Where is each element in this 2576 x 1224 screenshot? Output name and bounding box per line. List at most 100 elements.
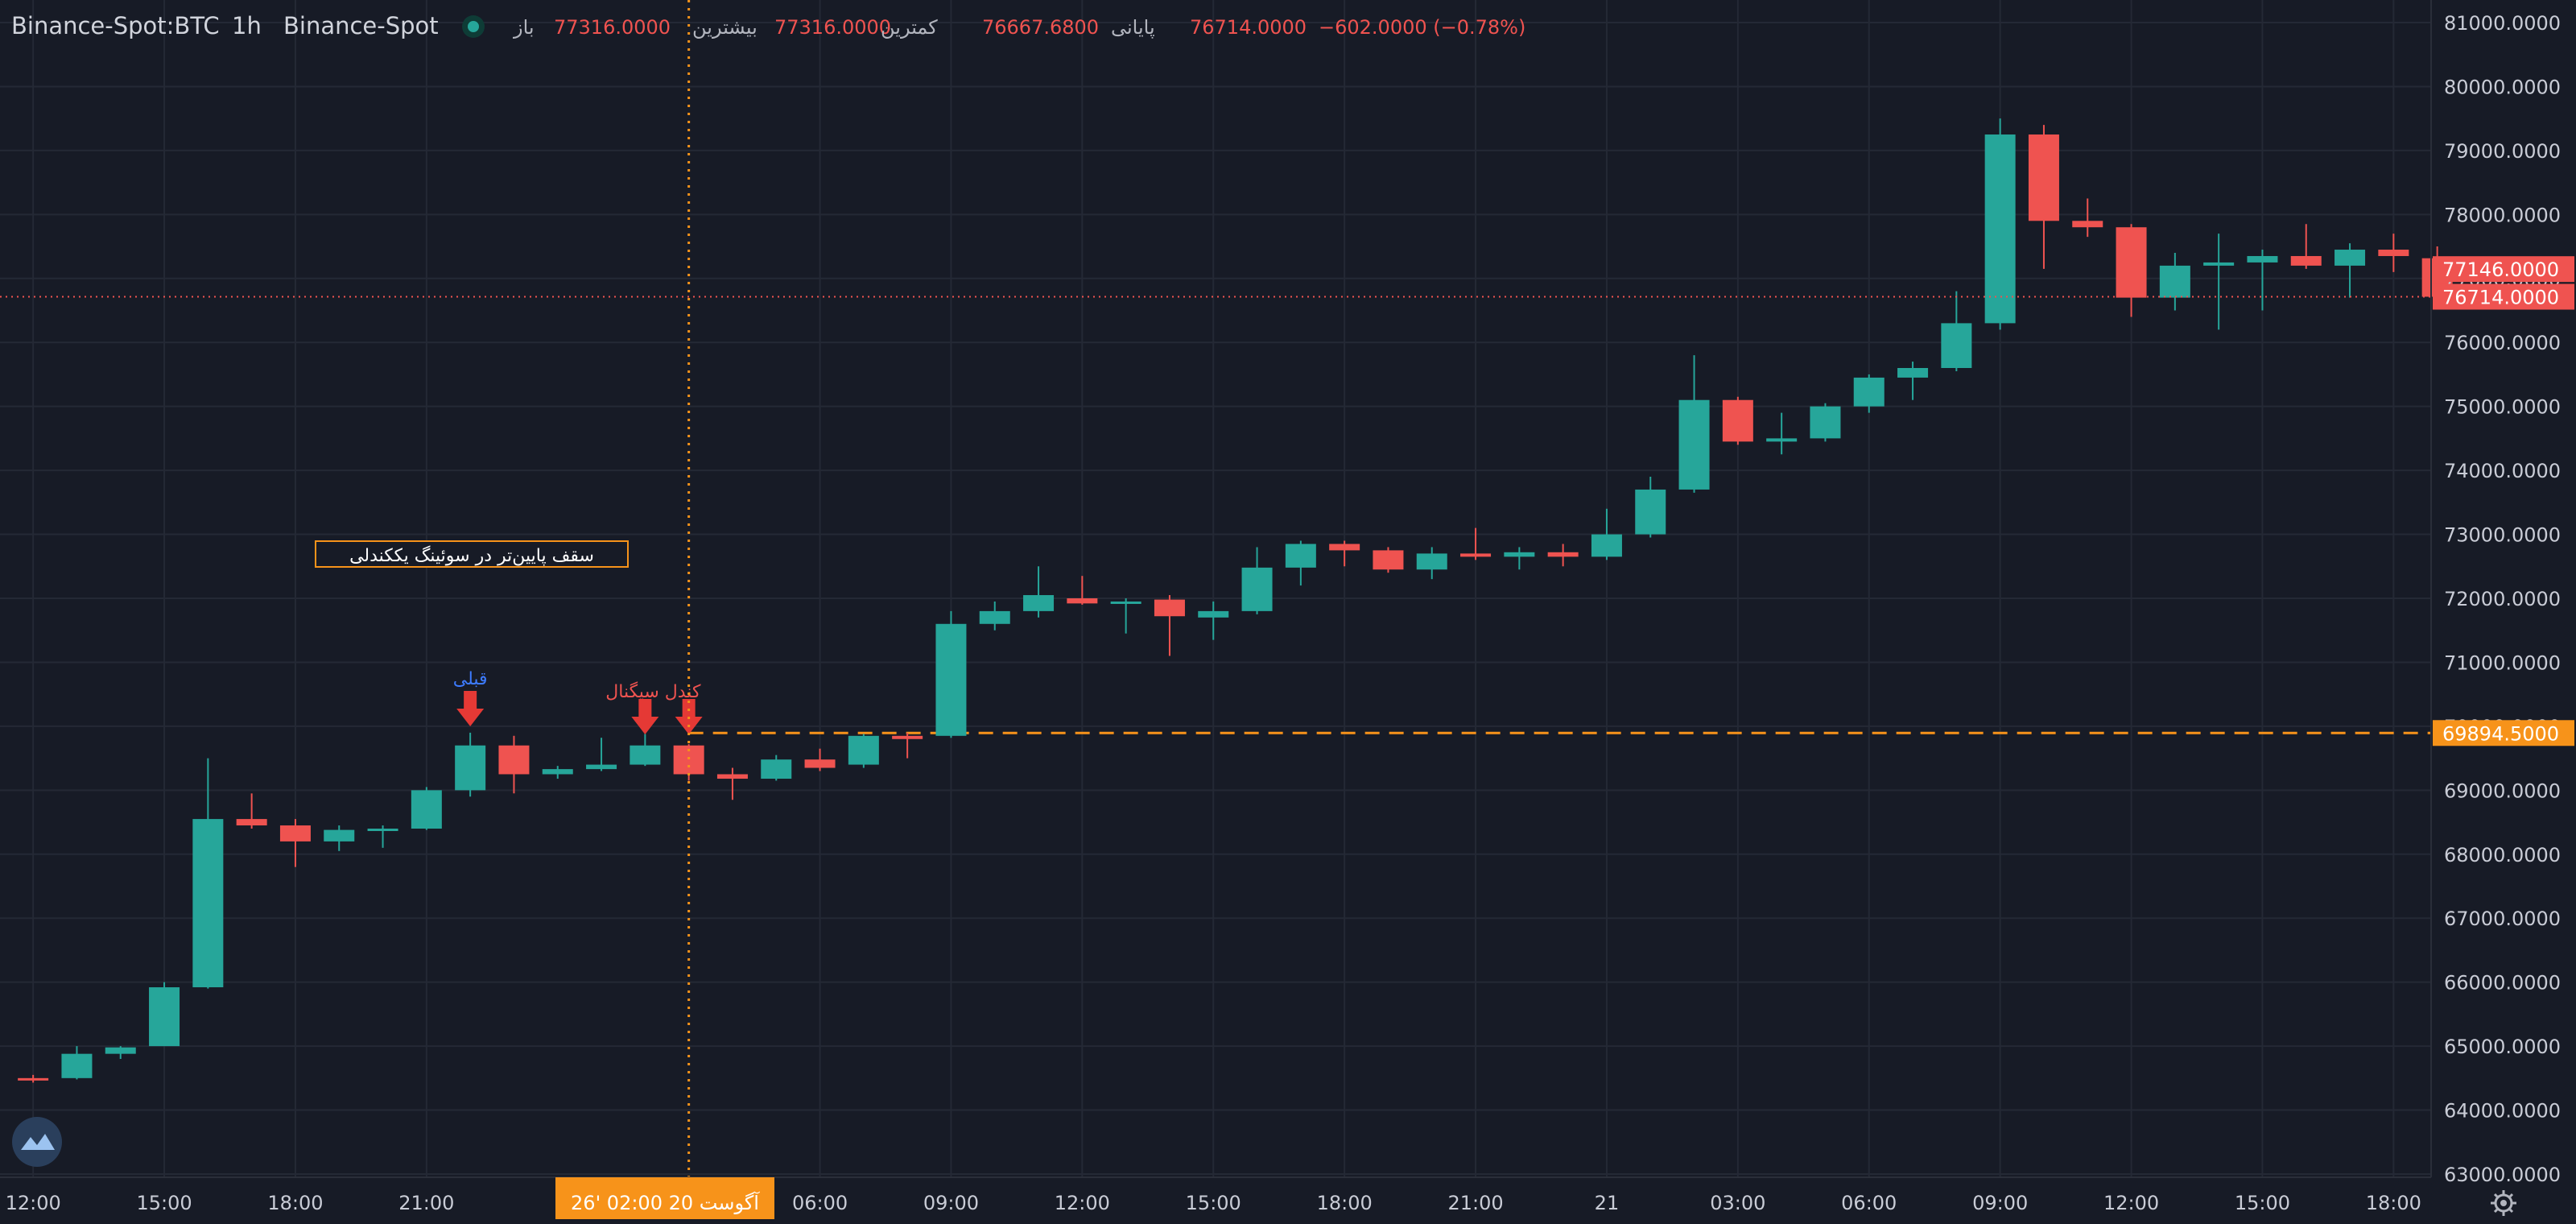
- candles[interactable]: [18, 118, 2453, 1083]
- candle[interactable]: [1547, 544, 1579, 567]
- candle[interactable]: [1504, 547, 1535, 570]
- candle[interactable]: [455, 732, 486, 797]
- candle[interactable]: [1722, 396, 1753, 445]
- candle[interactable]: [1373, 547, 1404, 573]
- candle[interactable]: [192, 758, 224, 989]
- candle[interactable]: [1023, 566, 1055, 618]
- candle[interactable]: [848, 734, 879, 768]
- candle[interactable]: [2072, 198, 2103, 238]
- cloud-icon[interactable]: [12, 1117, 62, 1167]
- candle[interactable]: [367, 825, 398, 848]
- candle[interactable]: [1110, 598, 1141, 634]
- candle[interactable]: [1591, 508, 1622, 560]
- interval-label[interactable]: 1h: [232, 12, 262, 39]
- candle-body: [411, 790, 442, 829]
- candle-body: [630, 745, 661, 765]
- candle[interactable]: [236, 793, 267, 829]
- candle[interactable]: [630, 734, 661, 767]
- candle[interactable]: [1241, 547, 1273, 614]
- price-tick-label: 66000.0000: [2444, 972, 2561, 994]
- candle-body: [804, 759, 836, 768]
- candle[interactable]: [2334, 243, 2366, 298]
- candle[interactable]: [2247, 250, 2278, 311]
- signal-arrow-icon: [631, 699, 659, 734]
- candle-body: [1547, 552, 1579, 557]
- time-tick-label: 15:00: [1186, 1192, 1241, 1214]
- candle[interactable]: [2290, 224, 2322, 269]
- candle[interactable]: [1635, 477, 1666, 538]
- level-price-tag-bg: [2433, 720, 2574, 746]
- candle[interactable]: [1285, 540, 1316, 586]
- time-tick-label: 06:00: [1841, 1192, 1897, 1214]
- price-tick-label: 69000.0000: [2444, 779, 2561, 802]
- candle[interactable]: [324, 825, 355, 851]
- candle[interactable]: [1941, 291, 1972, 371]
- candle-body: [1678, 399, 1710, 490]
- candle[interactable]: [1984, 118, 2016, 330]
- candle[interactable]: [935, 610, 967, 738]
- candle-body: [1023, 595, 1055, 611]
- price-tick-label: 68000.0000: [2444, 844, 2561, 866]
- candle-body: [498, 745, 530, 775]
- candle[interactable]: [586, 738, 617, 771]
- time-axis[interactable]: 12:00 15:00 18:00 21:00 06:00 09:00 12:00 15:00…: [6, 1192, 2421, 1214]
- candle[interactable]: [61, 1046, 93, 1080]
- candle[interactable]: [1067, 576, 1098, 605]
- candle[interactable]: [1853, 374, 1885, 413]
- candle[interactable]: [761, 755, 792, 781]
- candle-body: [2116, 227, 2147, 298]
- candle-body: [1067, 598, 1098, 604]
- candle[interactable]: [804, 748, 836, 771]
- candle[interactable]: [542, 766, 573, 779]
- candle-body: [1722, 399, 1753, 442]
- price-tick-label: 81000.0000: [2444, 12, 2561, 35]
- annotation-signal-label: کندل سیگنال: [605, 681, 701, 702]
- candle[interactable]: [1154, 595, 1185, 656]
- candle[interactable]: [716, 767, 748, 800]
- candle[interactable]: [2378, 234, 2409, 272]
- candle[interactable]: [149, 982, 180, 1047]
- candle[interactable]: [1329, 540, 1360, 567]
- candle[interactable]: [1678, 355, 1710, 493]
- candle[interactable]: [979, 601, 1010, 631]
- candle[interactable]: [279, 819, 311, 867]
- grid-lines: [0, 0, 2431, 1177]
- symbol-name[interactable]: Binance-Spot:BTC: [11, 12, 220, 39]
- candle[interactable]: [1416, 547, 1447, 580]
- candle[interactable]: [1810, 403, 1841, 442]
- candle-body: [18, 1077, 49, 1081]
- candle[interactable]: [1897, 362, 1929, 400]
- gear-icon[interactable]: [2491, 1190, 2516, 1216]
- candle[interactable]: [18, 1074, 49, 1083]
- time-tick-label: 12:00: [1055, 1192, 1110, 1214]
- low-value: 76667.6800: [982, 16, 1099, 39]
- candle[interactable]: [2028, 125, 2059, 269]
- candle[interactable]: [498, 735, 530, 794]
- candle[interactable]: [2159, 253, 2190, 311]
- exchange-label[interactable]: Binance-Spot: [283, 12, 439, 39]
- high-label: بیشترین: [692, 16, 758, 39]
- candle[interactable]: [2203, 234, 2235, 330]
- candle-body: [324, 829, 355, 842]
- candle[interactable]: [1460, 527, 1492, 560]
- price-tick-label: 74000.0000: [2444, 460, 2561, 482]
- price-tick-label: 67000.0000: [2444, 908, 2561, 930]
- price-tag-bg: [2433, 283, 2574, 310]
- candle-body: [1198, 610, 1229, 618]
- candle[interactable]: [2116, 224, 2147, 317]
- time-tick-label: 15:00: [136, 1192, 192, 1214]
- candle-body: [1941, 323, 1972, 368]
- candle-body: [192, 819, 224, 988]
- price-tick-label: 73000.0000: [2444, 524, 2561, 547]
- candle[interactable]: [892, 732, 923, 759]
- candle-body: [761, 759, 792, 779]
- candle-body: [1766, 438, 1798, 442]
- candle[interactable]: [411, 787, 442, 830]
- candle[interactable]: [1766, 412, 1798, 455]
- candle[interactable]: [1198, 601, 1229, 640]
- candle-body: [279, 825, 311, 842]
- candle-body: [2334, 250, 2366, 266]
- candle[interactable]: [105, 1046, 136, 1059]
